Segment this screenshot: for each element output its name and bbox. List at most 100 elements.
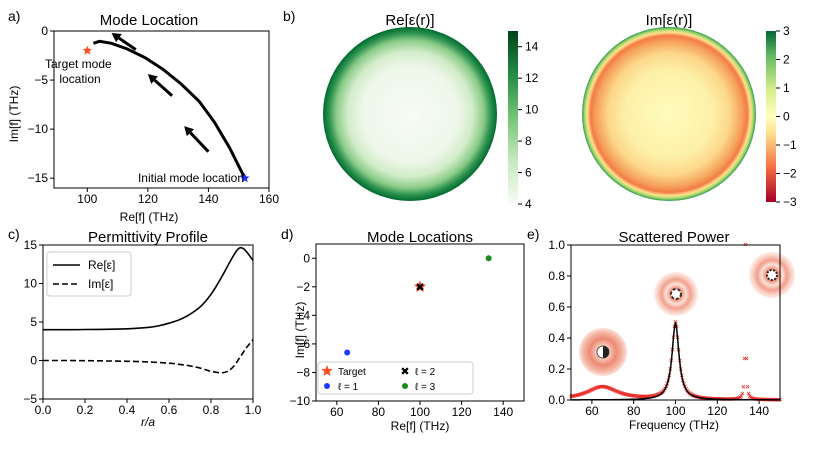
panel-d-legend-l1-swatch	[324, 383, 330, 389]
panel-e-scatter-mark	[595, 385, 599, 390]
panel-e-scatter-mark	[610, 387, 615, 392]
panel-label-a: a)	[8, 8, 20, 24]
panel-d-ytick-label: −4	[296, 308, 310, 322]
panel-e-scatter-mark	[605, 385, 610, 390]
panel-c-title: Permittivity Profile	[88, 229, 208, 246]
panel-e-scatter-mark	[585, 389, 590, 394]
panel-c-ytick-label: 10	[24, 277, 38, 291]
panel-d-legend-l3-swatch	[402, 383, 408, 389]
panel-d-xtick-label: 140	[493, 405, 513, 419]
panel-label-d: d)	[281, 226, 293, 242]
panel-e-ytick-label: 0.2	[548, 362, 565, 376]
panel-e-scatter-mark	[577, 392, 582, 397]
panel-label-b: b)	[283, 8, 295, 24]
panel-a-arrow-head	[111, 32, 122, 43]
panel-a-xtick-label: 140	[198, 192, 218, 206]
panel-e-scatter-mark	[583, 390, 588, 395]
panel-e-scattered-power: Scattered Power Frequency (THz) 60 80 100 1…	[548, 229, 795, 432]
panel-a-mode-path	[92, 39, 247, 179]
panel-e-scatter-mark	[603, 385, 608, 389]
panel-a-frame	[53, 30, 270, 189]
panel-b-im-title: Im[ε(r)]	[646, 12, 693, 29]
panel-a-direction-arrow	[118, 36, 137, 51]
panel-c-legend-im: Im[ε]	[88, 277, 113, 291]
panel-b-im-colorbar-tick-label: 3	[783, 24, 790, 38]
panel-b-re-title: Re[ε(r)]	[385, 12, 434, 29]
panel-d-ylabel: Im[f] (THz)	[293, 302, 307, 359]
panel-d-frame	[315, 243, 525, 402]
panel-a-ytick-label: −10	[28, 122, 49, 136]
panel-d-ytick-label: 0	[303, 251, 310, 265]
panel-c-ytick-label: 0	[30, 354, 37, 368]
panel-c-ytick-label: −5	[23, 392, 37, 406]
panel-e-xtick-label: 80	[627, 404, 641, 418]
panel-a-arrow-head	[184, 126, 195, 137]
panel-e-scatter-mark	[593, 386, 597, 391]
panel-e-ytick-label: 1.0	[548, 238, 565, 252]
panel-b-re-colorbar-tick-label: 6	[525, 166, 532, 180]
panel-a-title: Mode Location	[100, 12, 198, 29]
panel-d-legend-l3: ℓ = 3	[415, 382, 436, 393]
panel-a-xtick-label: 120	[138, 192, 158, 206]
panel-b-im-colorbar	[766, 31, 776, 202]
panel-a-initial-star	[240, 173, 250, 183]
panel-e-xtick-label: 140	[749, 404, 769, 418]
panel-e-ytick-label: 0.6	[548, 300, 565, 314]
panel-d-ytick-label: −2	[296, 280, 310, 294]
panel-d-point-l1	[344, 349, 351, 356]
panel-e-scatter-mark	[590, 387, 594, 392]
panel-e-scatter-mark	[615, 389, 619, 394]
panel-e-scatter-mark	[582, 391, 587, 395]
panel-e-scatter-mark	[745, 384, 750, 389]
panel-e-scatter-mark	[739, 394, 744, 398]
panel-d-legend	[317, 361, 474, 395]
panel-e-scatter-mark	[616, 389, 620, 394]
panel-c-xtick-label: 0.8	[203, 403, 220, 417]
panel-a-target-star	[82, 45, 93, 55]
panel-d-ytick-label: −6	[296, 337, 310, 351]
panel-e-ytick-label: 0.8	[548, 269, 565, 283]
panel-c-permittivity-profile: Permittivity Profile r/a 0.0 0.2 0.4 0.6 0.8…	[23, 229, 261, 429]
panel-c-im-line	[43, 339, 254, 374]
panel-d-title: Mode Locations	[367, 229, 473, 246]
panel-b-re-colorbar	[508, 31, 518, 204]
panel-label-e: e)	[527, 226, 539, 242]
panel-a-initial-label: Initial mode location	[138, 171, 244, 185]
panel-a-ytick-label: −5	[34, 73, 48, 87]
panel-c-xlabel: r/a	[141, 415, 155, 429]
panel-a-ytick-label: 0	[41, 24, 48, 38]
panel-b-im-colorbar-tick-label: −3	[783, 195, 797, 209]
panel-d-legend-l2-swatch: ✖	[400, 366, 409, 378]
panel-a-target-label-line2: location	[59, 72, 100, 86]
panel-c-re-line	[43, 246, 254, 331]
panel-c-xtick-label: 0.4	[119, 403, 136, 417]
panel-b-im-colorbar-tick-label: −1	[783, 138, 797, 152]
panel-e-scatter-mark	[744, 356, 749, 361]
panel-e-title: Scattered Power	[619, 229, 730, 246]
panel-b-re-colorbar-tick-label: 12	[525, 71, 539, 85]
panel-c-legend	[46, 251, 132, 297]
panel-e-scatter-mark	[580, 391, 585, 396]
panel-b-re-colorbar-tick-label: 8	[525, 134, 532, 148]
panel-d-ytick-label: −8	[296, 365, 310, 379]
panel-label-c: c)	[8, 226, 20, 242]
panel-a-target-label: Target mode location	[45, 57, 115, 86]
panel-e-scatter-mark	[608, 386, 613, 391]
panel-a-direction-arrow	[189, 131, 210, 153]
panel-e-scatter-mark	[594, 386, 598, 390]
panel-e-frame	[570, 244, 781, 401]
panel-d-point-l2	[416, 283, 424, 291]
panel-e-xtick-label: 60	[585, 404, 599, 418]
panel-e-scatter-mark	[576, 393, 581, 397]
panel-e-scatter-mark	[614, 389, 618, 393]
panel-a-mode-location: Mode Location Re[f] (THz) Im[f] (THz) 10…	[7, 12, 279, 224]
panel-a-target-label-line1: Target mode	[45, 57, 112, 71]
panel-e-inset-l1	[579, 328, 627, 376]
panel-d-xtick-label: 80	[372, 405, 386, 419]
panel-b-re-colorbar-tick-label: 10	[525, 103, 539, 117]
panel-d-point-l3	[485, 255, 492, 262]
panel-e-scatter-mark	[604, 385, 609, 390]
panel-e-scatter-mark	[581, 391, 586, 396]
panel-d-xlabel: Re[f] (THz)	[391, 419, 450, 433]
